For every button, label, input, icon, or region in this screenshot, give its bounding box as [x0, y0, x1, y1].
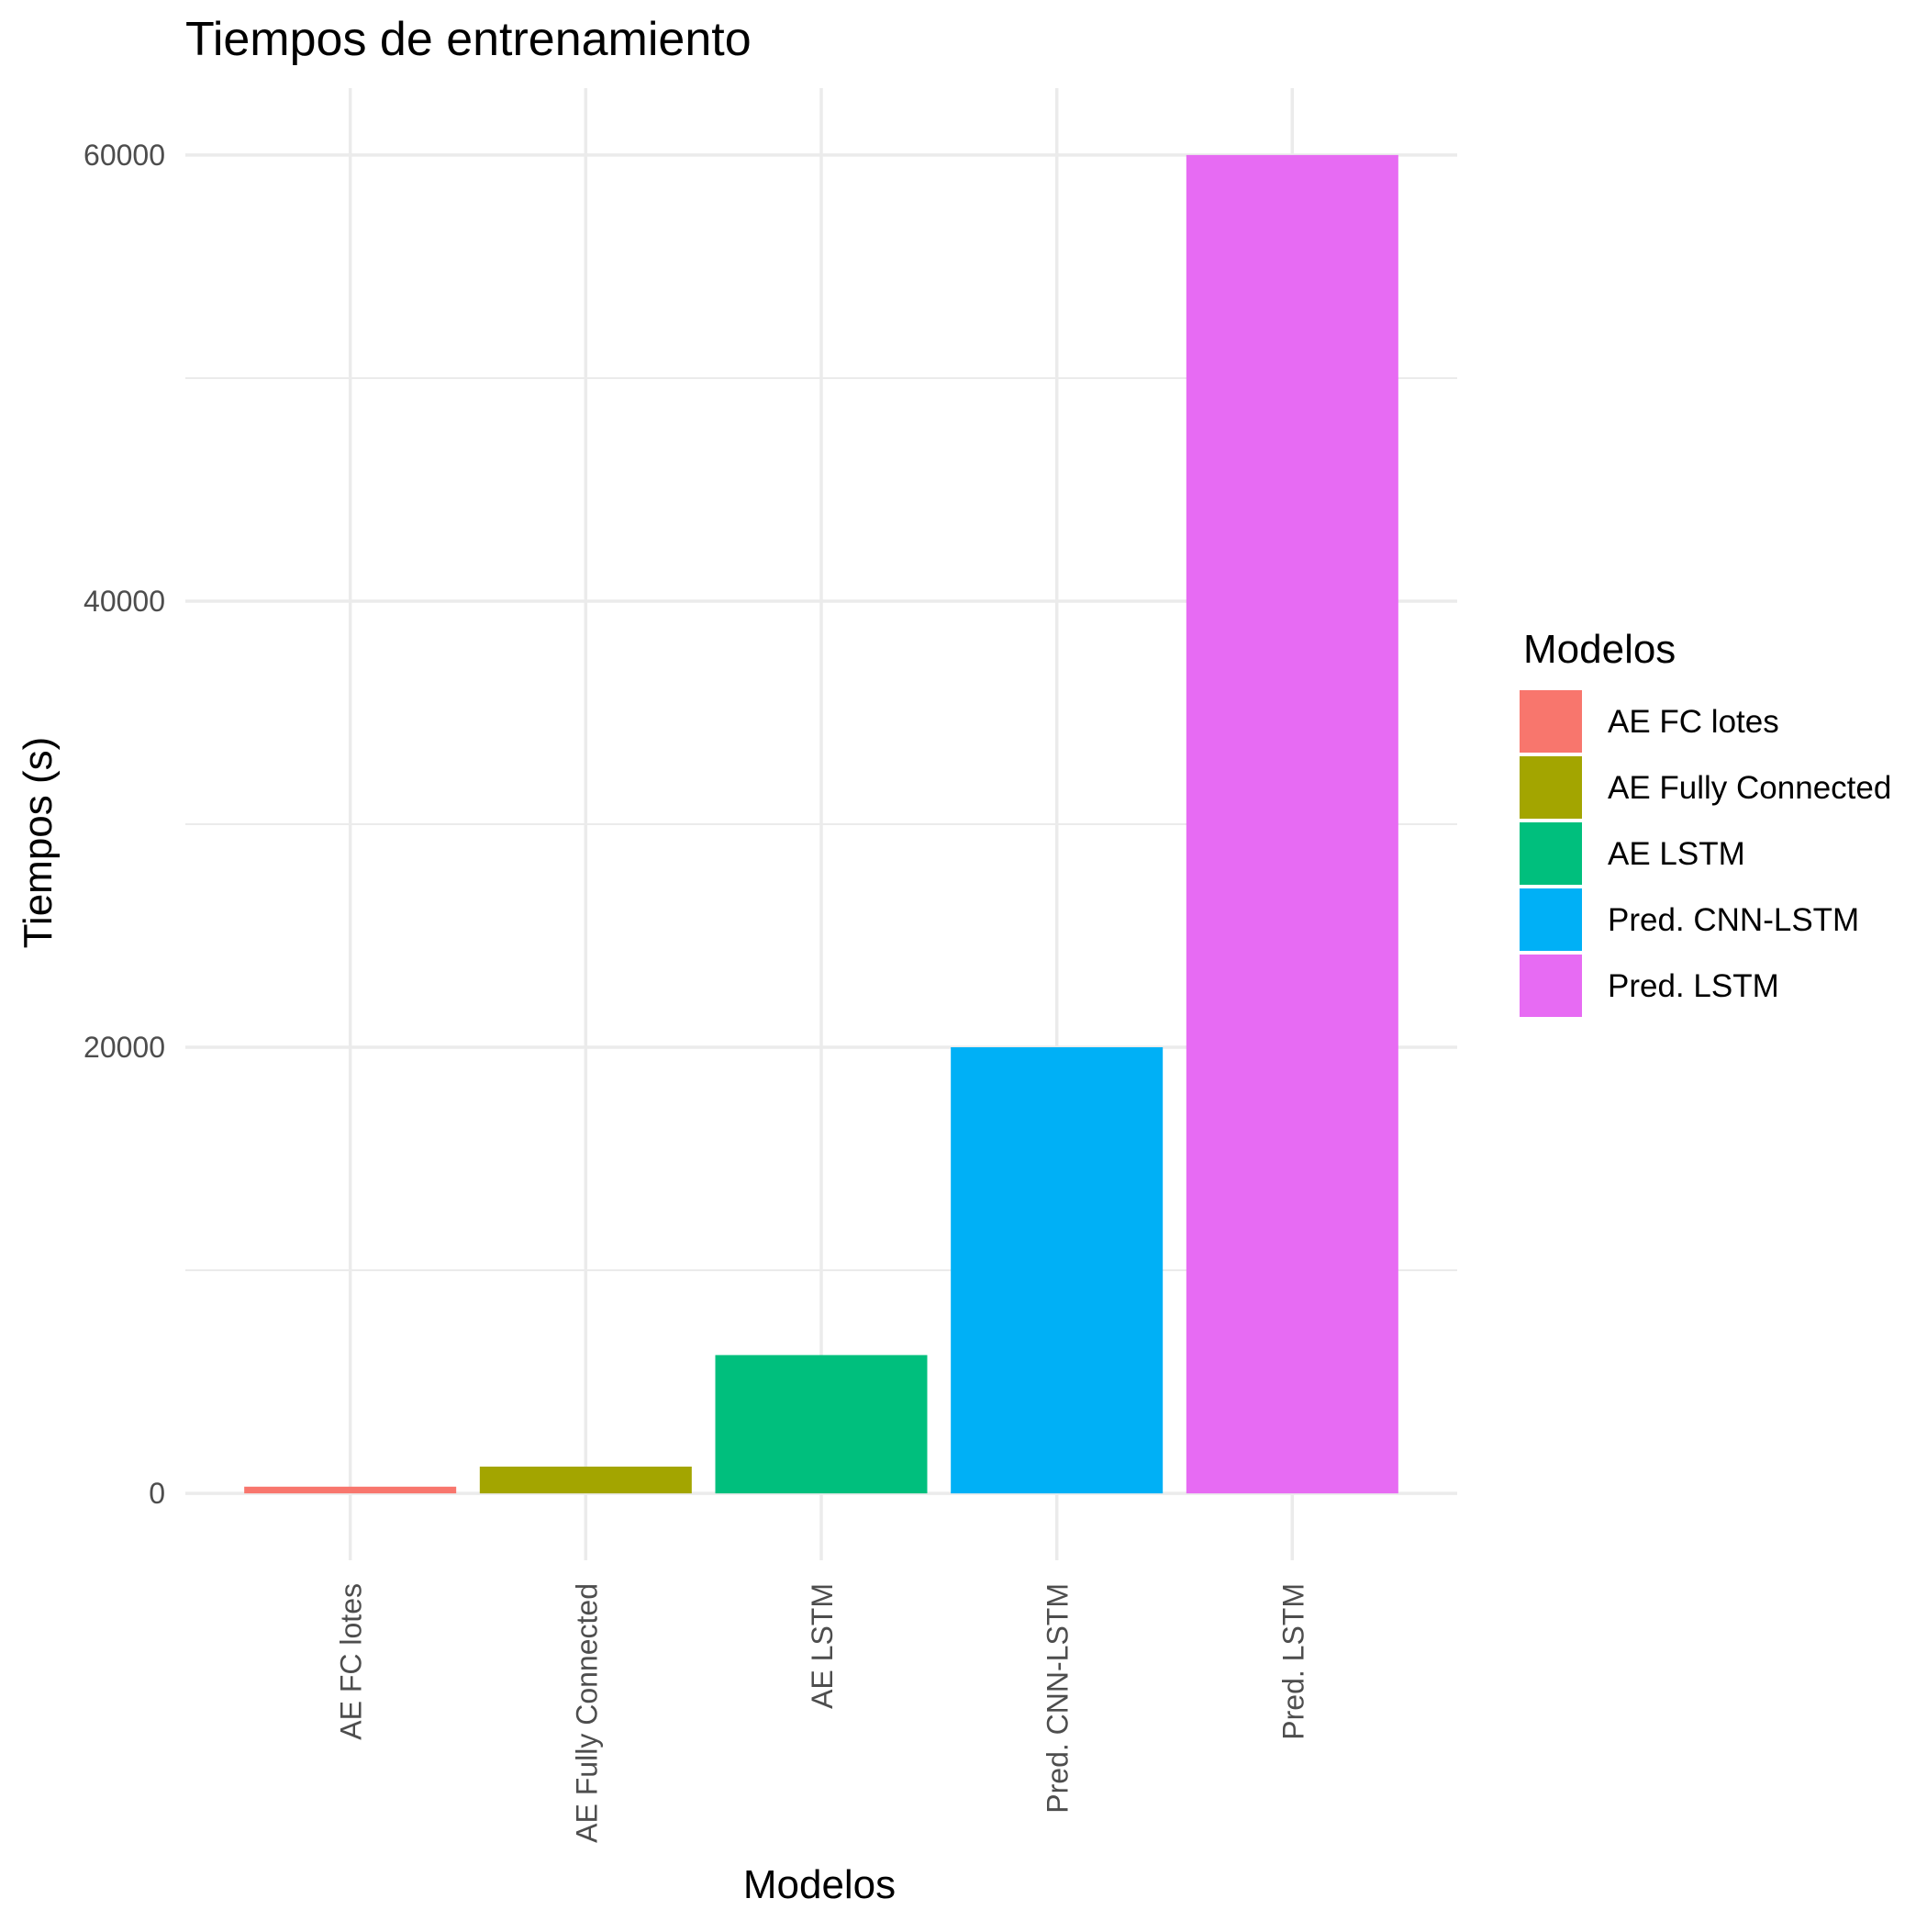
legend-key [1520, 888, 1582, 951]
y-tick-label: 0 [149, 1477, 165, 1510]
bar [951, 1047, 1164, 1494]
legend-label: AE FC lotes [1608, 704, 1779, 740]
legend-label: AE LSTM [1608, 836, 1745, 872]
bar [479, 1466, 692, 1494]
legend-label: Pred. LSTM [1608, 968, 1779, 1004]
x-axis-ticks: AE FC lotes AE Fully Connected AE LSTM Pred… [335, 1583, 1310, 1843]
y-tick-label: 60000 [84, 139, 165, 172]
y-axis-title: Tiempos (s) [16, 737, 61, 949]
bar [1186, 154, 1398, 1494]
y-tick-label: 40000 [84, 585, 165, 618]
y-tick-label: 20000 [84, 1031, 165, 1064]
bar [244, 1486, 457, 1494]
legend-label: AE Fully Connected [1608, 770, 1891, 806]
x-tick-label: AE Fully Connected [570, 1583, 603, 1843]
legend-key [1520, 822, 1582, 885]
x-axis-title: Modelos [743, 1862, 896, 1907]
legend: Modelos AE FC lotes AE Fully Connected AE … [1520, 627, 1891, 1017]
legend-key [1520, 756, 1582, 819]
legend-key [1520, 690, 1582, 753]
chart-title: Tiempos de entrenamiento [185, 13, 752, 66]
legend-title: Modelos [1523, 627, 1676, 672]
x-tick-label: Pred. CNN-LSTM [1041, 1583, 1075, 1814]
legend-label: Pred. CNN-LSTM [1608, 902, 1859, 938]
bars [244, 154, 1398, 1494]
bar [715, 1355, 928, 1494]
legend-key [1520, 955, 1582, 1017]
x-tick-label: AE LSTM [806, 1583, 839, 1709]
x-tick-label: Pred. LSTM [1276, 1583, 1309, 1740]
y-axis-ticks: 0 20000 40000 60000 [84, 139, 165, 1510]
x-tick-label: AE FC lotes [335, 1583, 368, 1740]
